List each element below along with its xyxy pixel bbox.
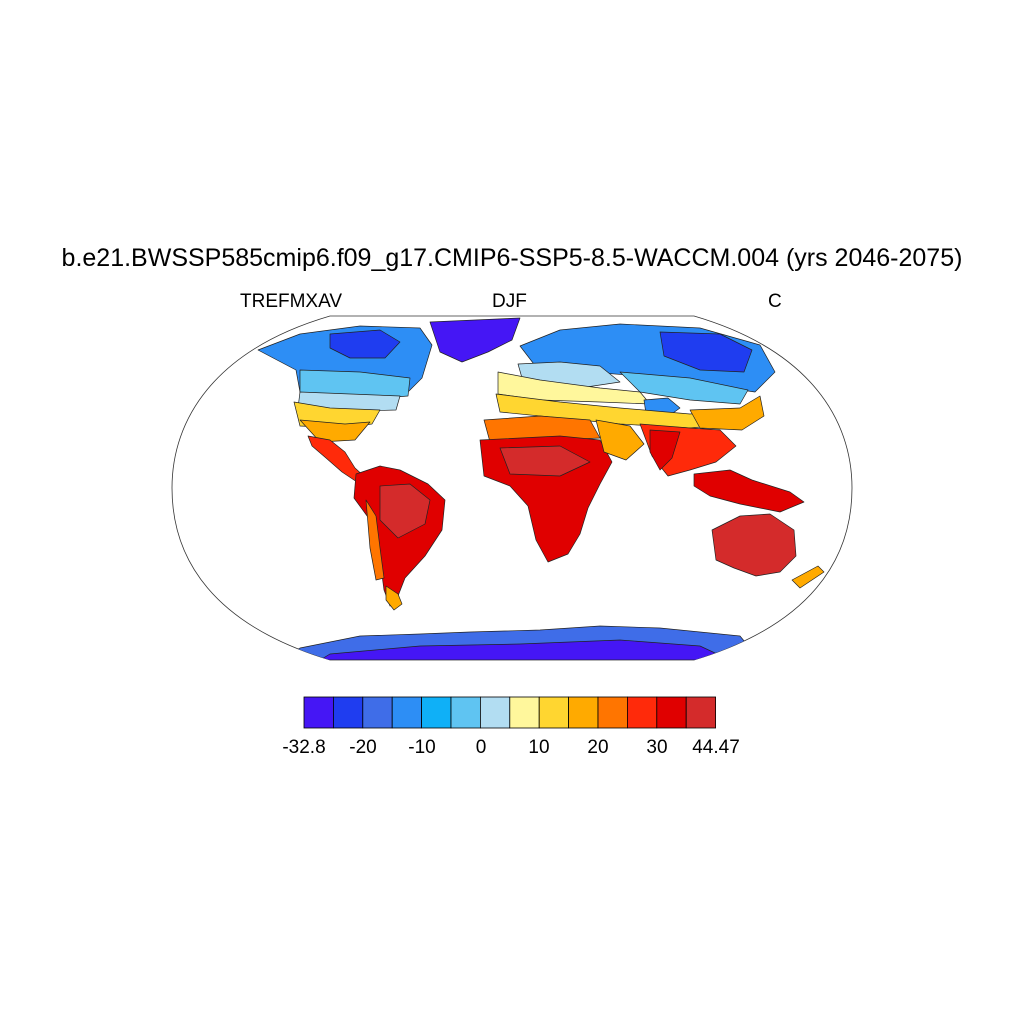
colorbar-swatch: [538, 696, 570, 729]
patagonia-region: [385, 585, 403, 611]
australia-region: [711, 513, 797, 577]
colorbar-tick-label: -20: [349, 737, 376, 758]
colorbar-swatch: [332, 696, 364, 729]
season-label: DJF: [492, 291, 527, 312]
variable-label: TREFMXAV: [240, 291, 343, 312]
colorbar-swatch: [509, 696, 540, 729]
new-zealand-region: [791, 565, 825, 589]
east-asia-warm-band: [689, 395, 765, 431]
colorbar-swatch: [391, 696, 423, 729]
colorbar-tick-label: 10: [528, 737, 549, 758]
amazon-hot-core: [379, 483, 431, 539]
maritime-continent-region: [693, 469, 805, 513]
siberia-cold-core: [659, 331, 753, 373]
map-title: b.e21.BWSSP585cmip6.f09_g17.CMIP6-SSP5-8…: [61, 244, 963, 272]
india-hot-core: [649, 429, 681, 471]
colorbar: -32.8 -20 -10 0 10 20 30 44.47: [282, 696, 740, 758]
colorbar-swatch: [362, 696, 393, 729]
antarctica-cold-core: [319, 639, 731, 660]
colorbar-swatch: [656, 696, 687, 729]
colorbar-swatch: [421, 696, 452, 729]
colorbar-tick-label: 30: [646, 737, 667, 758]
colorbar-tick-label: -32.8: [282, 737, 325, 758]
units-label: C: [768, 291, 782, 312]
colorbar-tick-label: 20: [587, 737, 608, 758]
colorbar-tick-label: 44.47: [692, 737, 740, 758]
arabia-region: [595, 419, 645, 461]
mid-asia-band: [619, 371, 749, 405]
colorbar-swatch: [568, 696, 599, 729]
colorbar-tick-label: 0: [476, 737, 487, 758]
greenland-region: [429, 317, 521, 363]
colorbar-swatch: [479, 696, 511, 729]
colorbar-swatch: [450, 696, 481, 729]
sahel-hot-core: [499, 445, 591, 477]
colorbar-tick-label: -10: [408, 737, 435, 758]
colorbar-swatch: [685, 696, 717, 729]
canada-cold-core: [329, 329, 401, 359]
andes-cool-strip: [365, 499, 385, 581]
colorbar-swatch: [597, 696, 628, 729]
colorbar-swatch: [627, 696, 658, 729]
colorbar-swatch: [303, 696, 334, 729]
